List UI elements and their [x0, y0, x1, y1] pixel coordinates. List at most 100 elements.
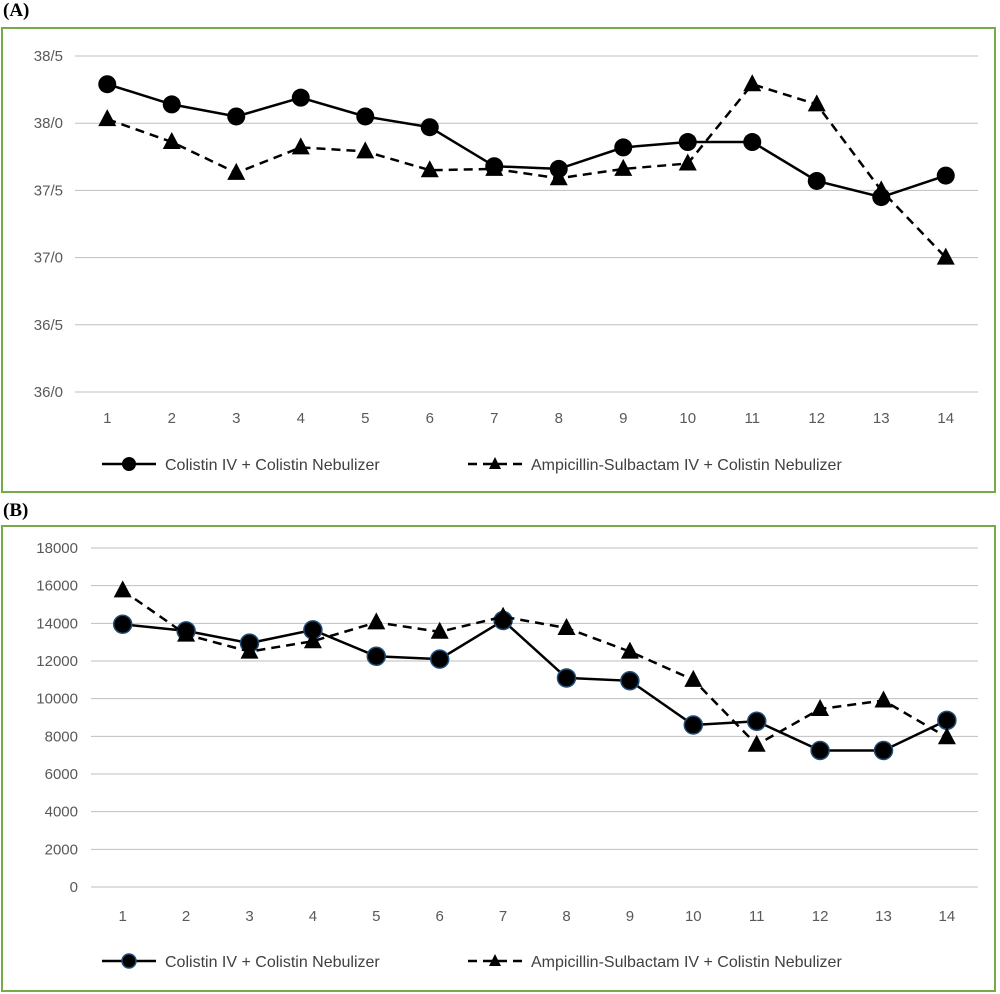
- y-tick-label: 4000: [45, 804, 78, 821]
- data-point-circle: [366, 646, 387, 667]
- y-tick-label: 36/5: [34, 317, 63, 334]
- legend-entry-2: Ampicillin-Sulbactam IV + Colistin Nebul…: [531, 954, 842, 971]
- x-tick-label: 11: [749, 908, 765, 925]
- y-tick-label: 14000: [36, 615, 78, 632]
- x-tick-label: 3: [232, 410, 240, 427]
- data-point-triangle: [98, 109, 117, 127]
- data-point-circle: [112, 614, 133, 635]
- chart-a-frame: 36/0 36/5 37/0 37/5 38/0 38/5 1 2 3 4 5 6 7 8 9 10 11 12 1…: [1, 27, 996, 493]
- data-point-triangle: [549, 168, 568, 186]
- x-tick-label: 9: [626, 908, 634, 925]
- series-line-1: [122, 618, 948, 752]
- data-point-triangle: [937, 727, 956, 745]
- x-tick-label: 6: [426, 410, 434, 427]
- data-point-circle: [937, 710, 957, 731]
- y-tick-label: 38/0: [34, 115, 63, 132]
- y-tick-label: 2000: [45, 841, 78, 858]
- x-tick-label: 10: [679, 410, 696, 427]
- data-point-circle: [936, 166, 955, 185]
- y-tick-label: 12000: [36, 653, 78, 670]
- x-tick-label: 7: [499, 908, 507, 925]
- x-tick-label: 5: [372, 908, 380, 925]
- data-point-triangle: [614, 158, 633, 176]
- panel-a-label: (A): [3, 0, 30, 21]
- x-tick-label: 12: [808, 410, 825, 427]
- x-tick-label: 5: [361, 410, 369, 427]
- gridlines: [75, 55, 978, 393]
- x-tick-label: 13: [873, 410, 890, 427]
- data-point-circle: [620, 671, 640, 691]
- legend-marker-triangle: [489, 457, 501, 469]
- data-point-triangle: [420, 160, 439, 178]
- data-point-triangle: [227, 162, 246, 180]
- data-point-circle: [807, 171, 826, 190]
- data-point-triangle: [177, 624, 196, 642]
- data-point-triangle: [430, 621, 449, 639]
- data-point-triangle: [620, 641, 639, 659]
- data-point-circle: [291, 88, 310, 107]
- x-tick-label: 12: [812, 908, 829, 925]
- data-point-circle: [743, 133, 762, 152]
- data-point-circle: [873, 740, 894, 761]
- legend-marker-triangle: [489, 954, 501, 966]
- data-point-triangle: [874, 690, 893, 708]
- y-tick-label: 16000: [36, 578, 78, 595]
- x-tick-label: 11: [744, 410, 760, 427]
- y-tick-label: 36/0: [34, 384, 63, 401]
- gridlines: [91, 547, 978, 888]
- panel-b-label: (B): [3, 500, 29, 521]
- legend-marker-circle: [121, 953, 137, 969]
- legend-entry-1: Colistin IV + Colistin Nebulizer: [165, 457, 380, 474]
- x-tick-label: 10: [685, 908, 702, 925]
- data-point-triangle: [240, 641, 259, 659]
- data-point-circle: [429, 649, 450, 669]
- x-tick-label: 1: [119, 908, 127, 925]
- chart-b: 0 2000 4000 6000 8000 10000 12000 14000 16000 180…: [36, 540, 978, 971]
- data-point-circle: [746, 711, 767, 732]
- data-point-triangle: [678, 153, 697, 171]
- x-tick-label: 13: [875, 908, 892, 925]
- y-tick-label: 38/5: [34, 48, 63, 65]
- data-point-circle: [356, 107, 375, 126]
- data-point-triangle: [485, 158, 504, 176]
- data-point-triangle: [494, 606, 513, 624]
- data-point-circle: [678, 133, 697, 152]
- series-line-2: [121, 589, 948, 747]
- data-point-triangle: [557, 618, 576, 636]
- data-point-circle: [683, 715, 704, 735]
- x-tick-label: 4: [309, 908, 317, 925]
- legend-entry-1: Colistin IV + Colistin Nebulizer: [165, 954, 380, 971]
- y-tick-label: 0: [70, 879, 78, 896]
- series-line-2: [106, 82, 947, 259]
- data-point-circle: [420, 118, 439, 137]
- x-tick-label: 1: [103, 410, 111, 427]
- data-point-triangle: [367, 612, 386, 630]
- legend-marker-circle: [122, 457, 136, 471]
- series-line-1: [106, 83, 947, 199]
- data-point-triangle: [303, 631, 322, 649]
- data-point-triangle: [936, 247, 955, 265]
- x-tick-label: 2: [168, 410, 176, 427]
- x-tick-label: 2: [182, 908, 190, 925]
- data-point-triangle: [684, 669, 703, 687]
- x-tick-label: 14: [939, 908, 956, 925]
- x-tick-label: 9: [619, 410, 627, 427]
- y-tick-label: 18000: [36, 540, 78, 557]
- chart-b-frame: 0 2000 4000 6000 8000 10000 12000 14000 16000 180…: [1, 525, 996, 992]
- y-tick-label: 8000: [45, 728, 78, 745]
- x-tick-label: 4: [297, 410, 305, 427]
- x-tick-label: 14: [937, 410, 954, 427]
- data-point-circle: [556, 668, 577, 688]
- y-tick-label: 37/0: [34, 250, 63, 267]
- data-point-triangle: [872, 180, 891, 198]
- data-point-circle: [614, 138, 633, 157]
- y-tick-label: 10000: [36, 691, 78, 708]
- x-tick-label: 8: [555, 410, 563, 427]
- data-point-circle: [98, 75, 117, 94]
- data-point-triangle: [113, 580, 132, 598]
- x-tick-label: 8: [562, 908, 570, 925]
- chart-a: 36/036/537/037/538/038/51 2 3 4 5 6 7 8 9 10 11 12 1…: [34, 48, 978, 474]
- y-tick-label: 6000: [45, 766, 78, 783]
- data-point-triangle: [291, 137, 310, 155]
- data-point-triangle: [807, 94, 826, 112]
